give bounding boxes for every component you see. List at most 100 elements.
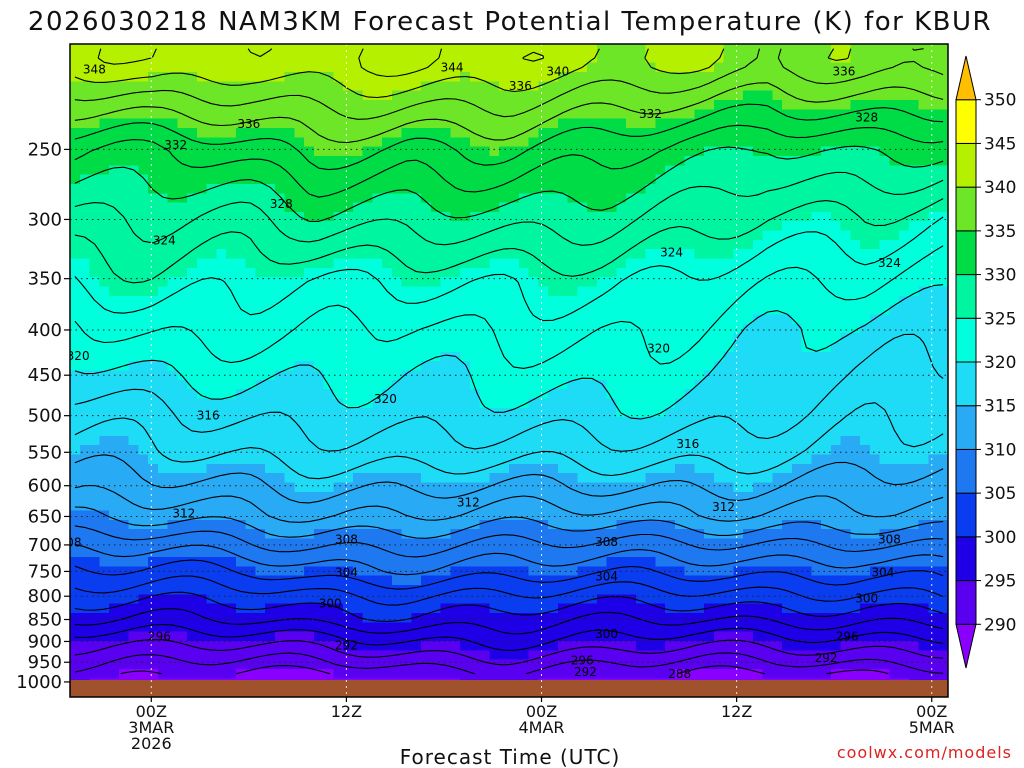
field-cell bbox=[879, 118, 891, 129]
field-cell bbox=[596, 501, 608, 512]
field-cell bbox=[548, 417, 559, 428]
field-cell bbox=[216, 445, 227, 456]
field-cell bbox=[850, 510, 861, 521]
field-cell bbox=[216, 137, 227, 148]
field-cell bbox=[684, 267, 695, 278]
field-cell bbox=[401, 258, 413, 269]
field-cell bbox=[450, 295, 461, 306]
field-cell bbox=[313, 146, 325, 157]
field-cell bbox=[528, 454, 539, 465]
field-cell bbox=[313, 389, 325, 400]
field-cell bbox=[626, 99, 637, 110]
field-cell bbox=[138, 183, 149, 194]
field-cell bbox=[128, 202, 139, 213]
field-cell bbox=[196, 81, 208, 92]
field-cell bbox=[908, 501, 920, 512]
field-cell bbox=[928, 230, 939, 241]
field-cell bbox=[694, 342, 705, 353]
field-cell bbox=[791, 463, 803, 474]
field-cell bbox=[70, 239, 81, 250]
field-cell bbox=[860, 501, 871, 512]
field-cell bbox=[216, 211, 227, 222]
field-cell bbox=[79, 482, 91, 493]
field-cell bbox=[821, 202, 832, 213]
field-cell bbox=[928, 454, 939, 465]
field-cell bbox=[128, 286, 139, 297]
field-cell bbox=[616, 230, 627, 241]
field-cell bbox=[469, 398, 481, 409]
field-cell bbox=[352, 295, 364, 306]
field-cell bbox=[772, 146, 783, 157]
field-cell bbox=[460, 398, 471, 409]
field-cell bbox=[713, 221, 725, 232]
field-cell bbox=[89, 361, 100, 372]
field-cell bbox=[587, 90, 598, 101]
field-cell bbox=[284, 379, 295, 390]
field-cell bbox=[674, 323, 686, 334]
field-cell bbox=[294, 258, 305, 269]
field-cell bbox=[343, 127, 354, 138]
field-cell bbox=[655, 445, 666, 456]
field-cell bbox=[343, 230, 354, 241]
field-cell bbox=[860, 370, 871, 381]
field-cell bbox=[782, 435, 793, 446]
field-cell bbox=[70, 426, 81, 437]
field-cell bbox=[743, 342, 754, 353]
field-cell bbox=[362, 426, 374, 437]
field-cell bbox=[938, 529, 948, 540]
field-cell bbox=[811, 183, 822, 194]
field-cell bbox=[109, 389, 120, 400]
field-cell bbox=[265, 501, 276, 512]
field-cell bbox=[440, 454, 452, 465]
field-cell bbox=[645, 491, 656, 502]
field-cell bbox=[167, 435, 178, 446]
field-cell bbox=[362, 193, 374, 204]
field-cell bbox=[304, 183, 315, 194]
field-cell bbox=[382, 370, 393, 381]
field-cell bbox=[294, 267, 305, 278]
field-cell bbox=[372, 277, 383, 288]
field-cell bbox=[167, 295, 178, 306]
field-cell bbox=[938, 445, 948, 456]
field-cell bbox=[840, 230, 852, 241]
field-cell bbox=[674, 482, 686, 493]
field-cell bbox=[362, 482, 374, 493]
field-cell bbox=[821, 165, 832, 176]
field-cell bbox=[118, 127, 130, 138]
field-cell bbox=[70, 379, 81, 390]
field-cell bbox=[626, 90, 637, 101]
field-cell bbox=[245, 501, 256, 512]
field-cell bbox=[879, 547, 891, 558]
field-cell bbox=[274, 351, 286, 362]
field-cell bbox=[918, 445, 930, 456]
field-cell bbox=[713, 519, 725, 530]
field-cell bbox=[440, 361, 452, 372]
field-cell bbox=[723, 435, 734, 446]
field-cell bbox=[548, 426, 559, 437]
field-cell bbox=[713, 295, 725, 306]
field-cell bbox=[118, 193, 130, 204]
field-cell bbox=[879, 398, 891, 409]
field-cell bbox=[460, 118, 471, 129]
field-cell bbox=[694, 137, 705, 148]
field-cell bbox=[830, 417, 842, 428]
field-cell bbox=[343, 351, 354, 362]
field-cell bbox=[879, 482, 891, 493]
field-cell bbox=[889, 351, 900, 362]
field-cell bbox=[352, 249, 364, 260]
field-cell bbox=[655, 249, 666, 260]
field-cell bbox=[889, 473, 900, 484]
field-cell bbox=[879, 258, 891, 269]
field-cell bbox=[928, 435, 939, 446]
field-cell bbox=[499, 53, 510, 64]
field-cell bbox=[918, 249, 930, 260]
field-cell bbox=[762, 407, 773, 418]
field-cell bbox=[518, 510, 530, 521]
field-cell bbox=[830, 379, 842, 390]
field-cell bbox=[294, 342, 305, 353]
field-cell bbox=[694, 361, 705, 372]
field-cell bbox=[391, 249, 403, 260]
field-cell bbox=[791, 137, 803, 148]
field-cell bbox=[479, 379, 491, 390]
field-cell bbox=[372, 454, 383, 465]
